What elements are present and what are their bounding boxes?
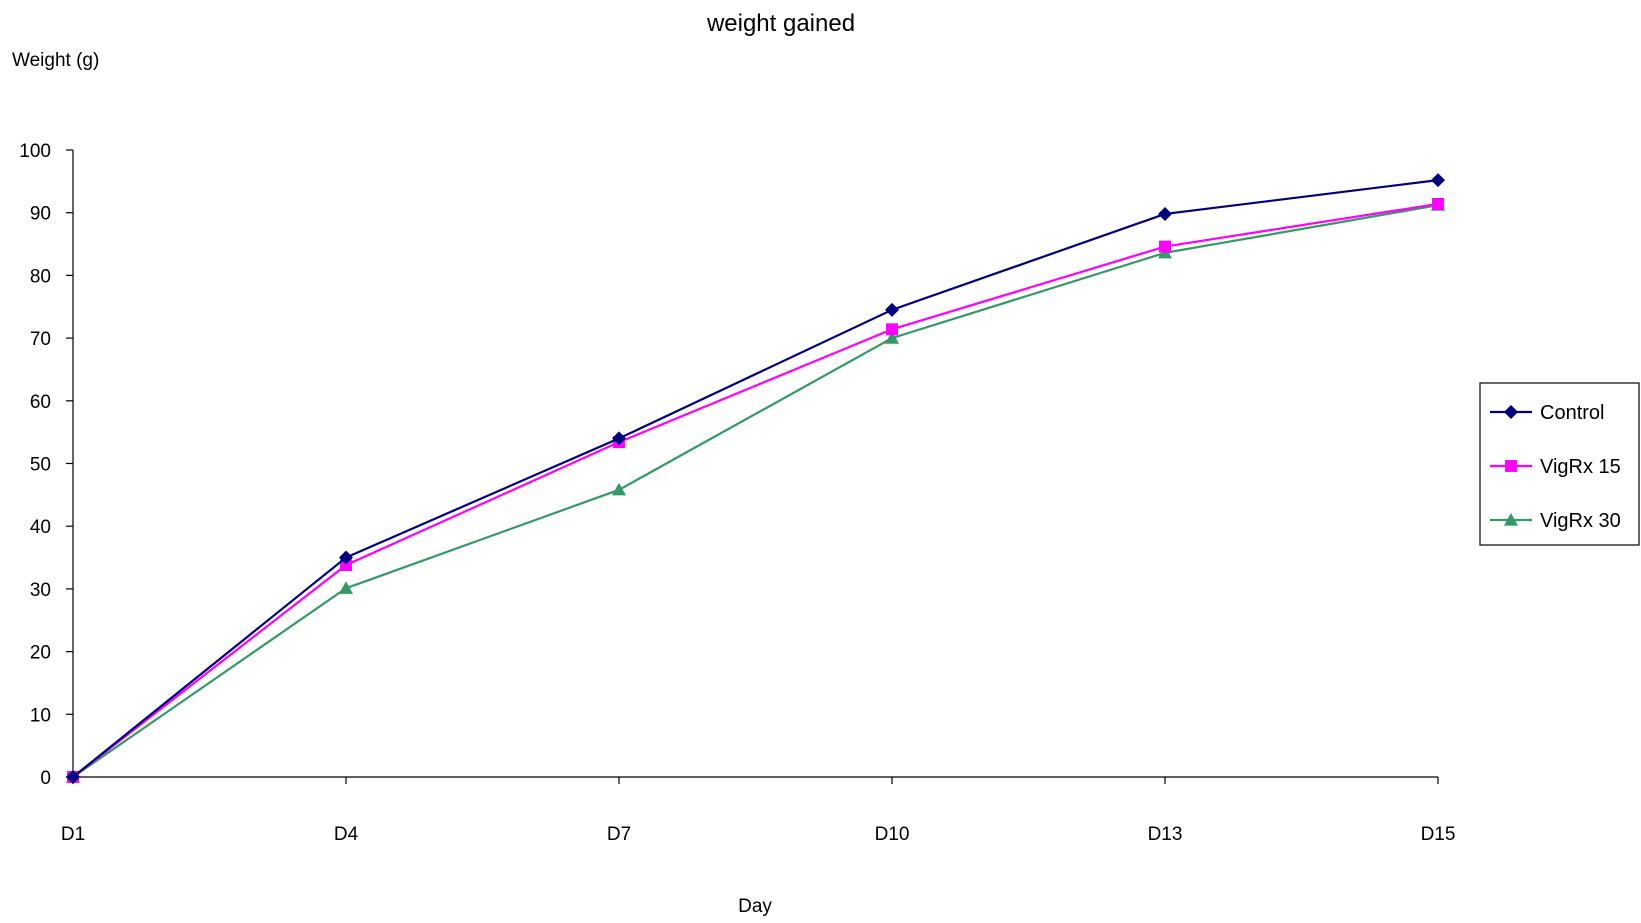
legend-item-vigrx-15: VigRx 15 — [1490, 456, 1621, 478]
y-tick-label: 0 — [40, 768, 51, 789]
y-axis-label: Weight (g) — [12, 50, 99, 71]
y-tick-label: 80 — [30, 266, 51, 287]
data-point-control — [885, 302, 899, 317]
legend-marker-control — [1504, 405, 1518, 419]
data-point-vigrx-30 — [612, 482, 626, 496]
x-axis-label: Day — [738, 896, 772, 917]
legend-marker-vigrx-30 — [1504, 513, 1518, 526]
legend-label-control: Control — [1540, 402, 1604, 424]
x-tick-label: D7 — [607, 824, 631, 845]
y-tick-label: 60 — [30, 392, 51, 413]
y-tick-label: 70 — [30, 329, 51, 350]
data-point-vigrx-15 — [340, 559, 352, 572]
series-vigrx-15 — [67, 197, 1444, 783]
legend-label-vigrx-15: VigRx 15 — [1540, 456, 1621, 478]
y-tick-label: 10 — [30, 705, 51, 726]
series-line-vigrx-30 — [72, 204, 1439, 778]
chart-title: weight gained — [706, 10, 855, 37]
series-vigrx-30 — [66, 198, 1445, 783]
x-tick-label: D4 — [334, 824, 359, 845]
y-tick-label: 50 — [30, 455, 51, 476]
y-tick-label: 90 — [30, 204, 51, 225]
data-point-vigrx-15 — [1432, 197, 1444, 210]
x-tick-label: D1 — [61, 824, 85, 845]
data-point-control — [1431, 173, 1445, 188]
data-point-control — [66, 770, 80, 784]
legend: Control VigRx 15 VigRx 30 — [1479, 382, 1640, 546]
series-control — [66, 173, 1445, 784]
y-tick-labels: 0 10 20 30 40 50 60 70 80 90 100 — [19, 141, 51, 789]
data-point-control — [1158, 206, 1172, 221]
y-tick-label: 20 — [30, 643, 51, 664]
legend-label-vigrx-30: VigRx 30 — [1540, 510, 1621, 532]
data-point-control — [339, 550, 353, 565]
axes — [66, 149, 1439, 784]
data-point-vigrx-15 — [1159, 240, 1171, 253]
data-point-vigrx-15 — [886, 323, 898, 336]
y-tick-label: 30 — [30, 580, 51, 601]
legend-marker-vigrx-15 — [1505, 460, 1517, 472]
series-line-vigrx-15 — [72, 202, 1439, 778]
series-layer — [66, 173, 1445, 784]
legend-item-control: Control — [1490, 402, 1604, 424]
data-point-vigrx-30 — [339, 581, 353, 594]
data-point-vigrx-30 — [885, 331, 899, 344]
x-tick-label: D10 — [875, 824, 910, 845]
y-tick-label: 40 — [30, 517, 51, 538]
legend-item-vigrx-30: VigRx 30 — [1490, 510, 1621, 532]
x-tick-label: D15 — [1421, 824, 1456, 845]
x-tick-labels: D1 D4 D7 D10 D13 D15 — [61, 824, 1456, 845]
data-point-control — [612, 431, 626, 446]
y-tick-label: 100 — [19, 141, 51, 162]
x-tick-label: D13 — [1148, 824, 1183, 845]
series-line-control — [72, 179, 1439, 778]
